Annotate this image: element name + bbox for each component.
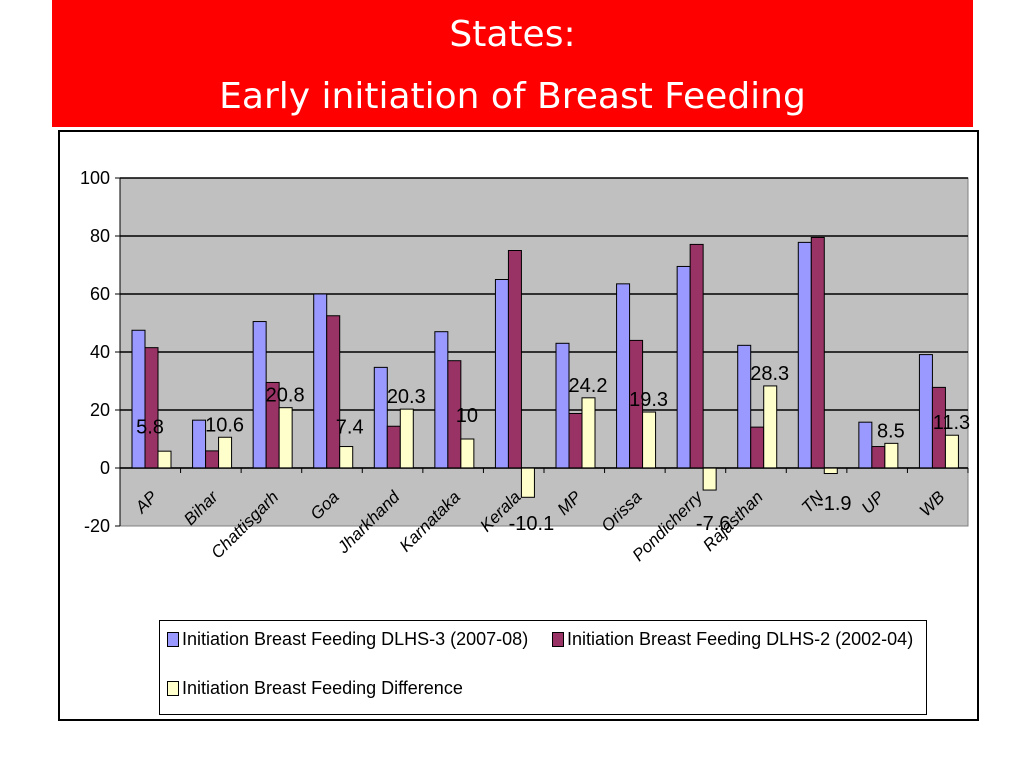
bar-dlhs3	[192, 419, 207, 469]
legend-swatch-dlhs3	[167, 632, 179, 647]
bar-dlhs3	[858, 421, 873, 469]
bar-dlhs3	[676, 265, 691, 469]
data-label: -7.6	[696, 513, 730, 535]
bar-dlhs3	[918, 354, 933, 469]
y-tick-label: 0	[100, 458, 110, 478]
bar-difference	[339, 446, 354, 469]
bar-difference	[460, 438, 475, 469]
y-tick-label: 40	[90, 342, 110, 362]
bar-difference	[944, 434, 959, 469]
bar-dlhs2	[205, 450, 220, 469]
bar-dlhs2	[144, 347, 159, 469]
legend-item-dlhs3: Initiation Breast Feeding DLHS-3 (2007-0…	[167, 629, 528, 650]
data-label: 5.8	[136, 416, 164, 438]
bar-difference	[823, 467, 838, 475]
bar-dlhs3	[737, 344, 752, 469]
slide-title-line1: States:	[449, 14, 576, 55]
bar-difference	[218, 436, 233, 469]
legend-item-dlhs2: Initiation Breast Feeding DLHS-2 (2002-0…	[552, 629, 913, 650]
data-label: 10.6	[205, 414, 244, 436]
data-label: 7.4	[336, 416, 364, 438]
data-label: 20.8	[266, 385, 305, 407]
legend-item-difference: Initiation Breast Feeding Difference	[167, 678, 463, 699]
data-label: 28.3	[750, 363, 789, 385]
bar-difference	[702, 467, 717, 491]
legend-label-difference: Initiation Breast Feeding Difference	[182, 678, 463, 698]
bar-difference	[763, 385, 778, 469]
y-tick-label: 100	[80, 168, 110, 188]
data-label: 10	[456, 405, 478, 427]
bar-difference	[520, 467, 535, 498]
data-label: 24.2	[569, 375, 608, 397]
bar-dlhs2	[507, 250, 522, 469]
legend-swatch-dlhs2	[552, 632, 564, 647]
bar-dlhs2	[750, 426, 765, 469]
bar-dlhs3	[252, 321, 267, 469]
data-label: 19.3	[629, 389, 668, 411]
legend-label-dlhs3: Initiation Breast Feeding DLHS-3 (2007-0…	[182, 629, 529, 649]
data-label: -1.9	[817, 493, 851, 515]
bar-dlhs3	[555, 342, 570, 469]
slide-title-line2: Early initiation of Breast Feeding	[219, 76, 806, 117]
y-tick-label: 20	[90, 400, 110, 420]
data-label: 8.5	[877, 420, 905, 442]
y-tick-label: 80	[90, 226, 110, 246]
bar-dlhs3	[434, 331, 449, 469]
bar-difference	[642, 411, 657, 469]
bar-dlhs3	[313, 293, 328, 469]
bar-dlhs3	[131, 329, 146, 469]
data-label: 20.3	[387, 386, 426, 408]
legend: Initiation Breast Feeding DLHS-3 (2007-0…	[159, 620, 927, 715]
bar-dlhs2	[810, 236, 825, 469]
data-label: 11.3	[933, 412, 970, 434]
y-tick-label: 60	[90, 284, 110, 304]
bar-dlhs2	[326, 315, 341, 469]
bar-dlhs2	[386, 425, 401, 469]
bar-difference	[278, 407, 293, 469]
bar-dlhs2	[689, 243, 704, 469]
bar-dlhs2	[568, 412, 583, 469]
bar-difference	[581, 397, 596, 469]
legend-label-dlhs2: Initiation Breast Feeding DLHS-2 (2002-0…	[567, 629, 914, 649]
legend-swatch-difference	[167, 681, 179, 696]
bar-difference	[884, 442, 899, 469]
bar-difference	[157, 450, 172, 469]
bar-dlhs3	[616, 283, 631, 469]
y-tick-label: -20	[84, 516, 110, 536]
bar-dlhs2	[871, 446, 886, 469]
bar-dlhs3	[494, 279, 509, 469]
data-label: -10.1	[509, 513, 555, 535]
bar-dlhs3	[797, 241, 812, 469]
title-banner: States: Early initiation of Breast Feedi…	[52, 0, 973, 127]
bar-difference	[399, 408, 414, 469]
bar-dlhs3	[373, 366, 388, 469]
